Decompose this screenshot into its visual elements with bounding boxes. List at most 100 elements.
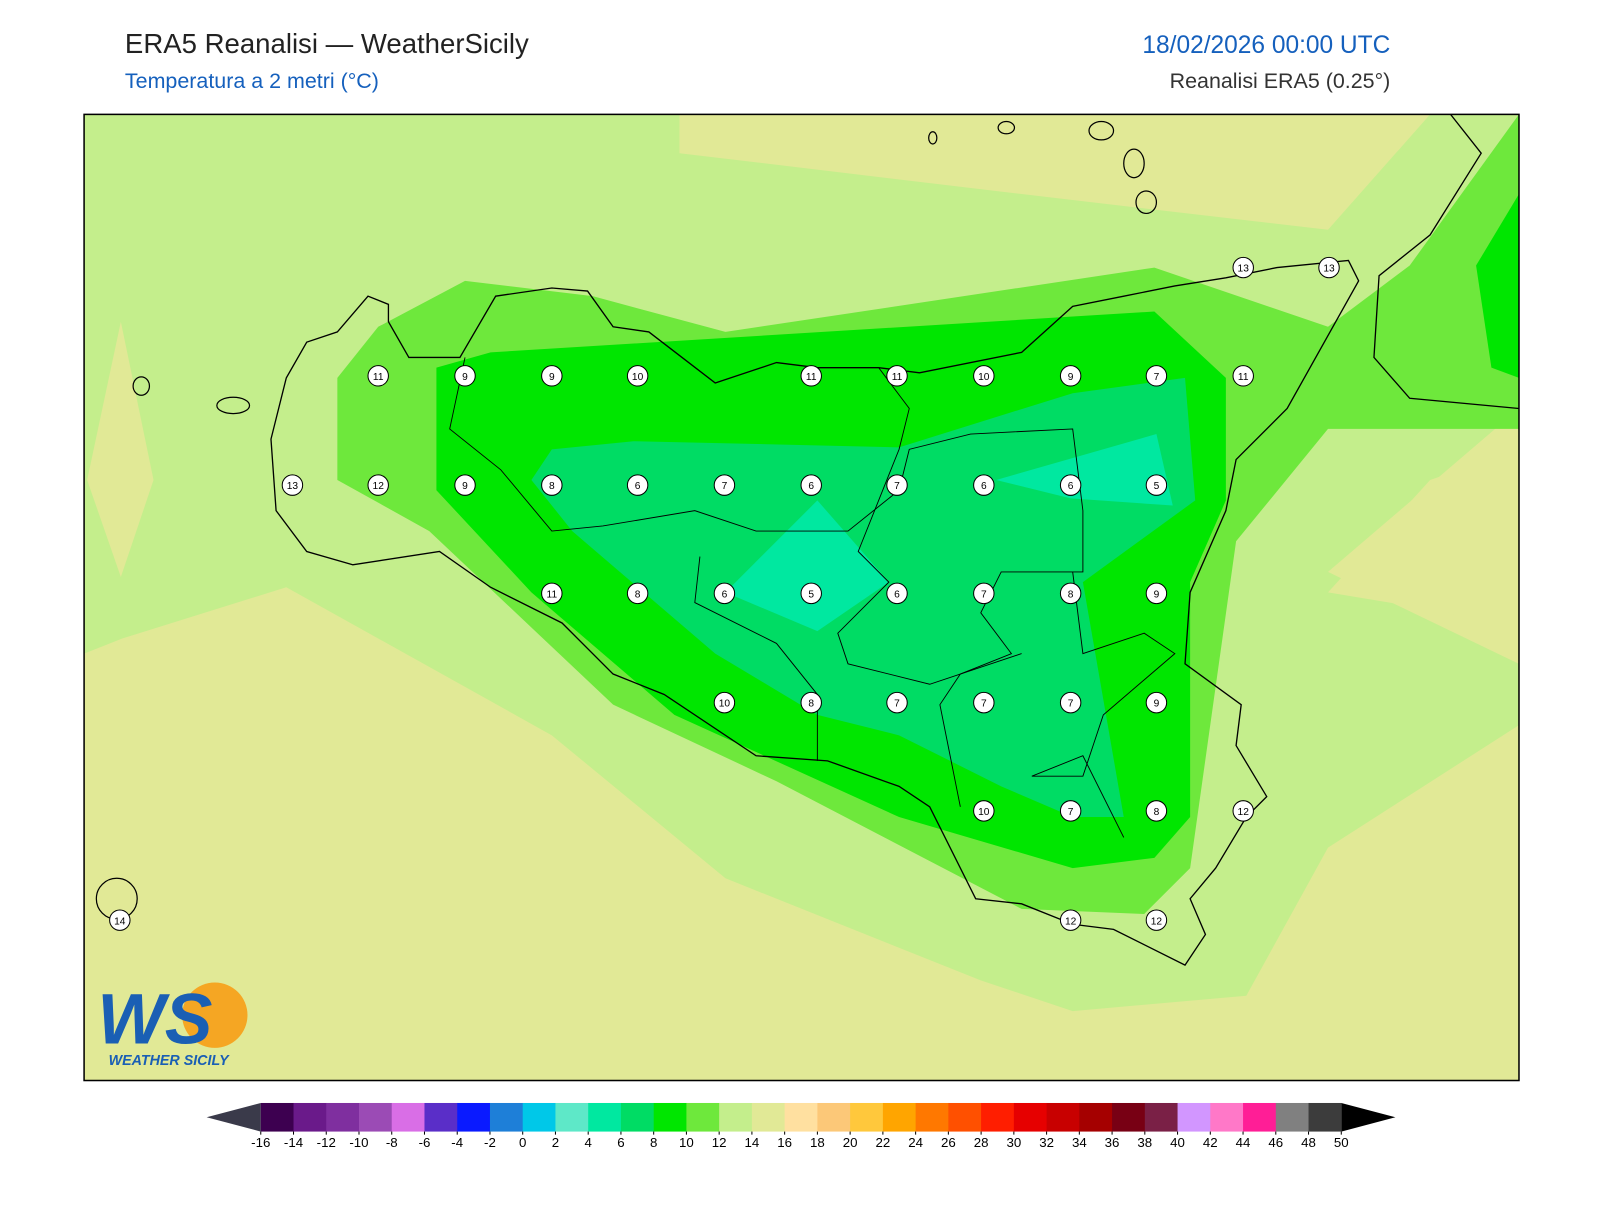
station-value: 7 [894,699,900,710]
station-value: 7 [1068,699,1074,710]
station-value: 9 [1154,699,1160,710]
station-value: 12 [1151,916,1163,927]
station-marker [800,474,822,496]
station-marker [973,582,995,605]
station-marker [1232,365,1254,387]
station-marker [367,474,389,496]
colorbar-segment [424,1102,458,1132]
station-marker [1232,800,1254,822]
station-value: 10 [719,699,731,710]
station-marker [1145,474,1168,496]
colorbar-segment [850,1102,884,1132]
colorbar-segment [981,1102,1015,1132]
datetime: 18/02/2026 00:00 UTC [1142,32,1390,59]
colorbar-tick-label: 8 [650,1135,657,1150]
colorbar-segment [882,1102,917,1132]
colorbar-under [206,1102,261,1132]
station-value: 6 [1068,481,1074,492]
coastline [1373,114,1519,410]
colorbar-tick-label: -10 [349,1135,368,1150]
station-value: 12 [1238,807,1250,818]
colorbar-tick-label: 30 [1006,1135,1021,1150]
station-marker [1318,256,1340,279]
field-14 [87,321,154,578]
station-marker [1145,365,1168,387]
colorbar-tick-label: 18 [810,1135,825,1150]
station-value: 11 [547,589,558,600]
colorbar-tick-label: 42 [1203,1135,1218,1150]
station-value: 9 [462,481,468,492]
colorbar-segment [817,1102,851,1132]
station-value: 9 [1068,372,1074,383]
station-marker [886,365,908,387]
title: ERA5 Reanalisi — WeatherSicily [125,28,529,59]
station-value: 8 [635,589,641,600]
station-marker [886,582,908,605]
field-4 [996,434,1173,506]
colorbar-tick-label: 6 [617,1135,624,1150]
logo-mark: WS [97,980,212,1060]
colorbar-tick-label: 4 [584,1135,591,1150]
colorbar-tick-label: 48 [1301,1135,1316,1150]
colorbar-segment [391,1102,425,1132]
colorbar-tick-label: 32 [1039,1135,1054,1150]
colorbar-tick-label: 36 [1105,1135,1120,1150]
station-value: 10 [978,372,990,383]
colorbar-segment [457,1102,491,1132]
colorbar-segment [1079,1102,1113,1132]
region-border [449,357,1084,807]
station-marker [1059,691,1082,714]
colorbar-segment [1177,1102,1211,1132]
colorbar-segment [358,1102,393,1132]
station-marker [800,691,822,714]
map-frame [83,113,1520,1082]
field-8 [1476,194,1519,378]
station-marker [1059,800,1082,822]
station-marker [454,474,476,496]
colorbar-segment [489,1102,524,1132]
colorbar-segment [1275,1102,1310,1132]
colorbar-segment [1144,1102,1179,1132]
station-marker [626,582,649,605]
station-marker [454,365,476,387]
colorbar-segment [326,1102,360,1132]
colorbar-segment [751,1102,786,1132]
station-marker [800,582,822,605]
station-value: 9 [549,372,555,383]
colorbar-tick-label: 24 [908,1135,923,1150]
subtitle: Temperatura a 2 metri (°C) [125,69,379,93]
stations: 13 13 11 9 9 10 11 11 10 9 7 11 13 12 9 8 6 7 6 7 6 6 5 11 8 6 5 6 7… [109,256,1340,931]
colorbar-segment [1046,1102,1080,1132]
colorbar-tick-label: 50 [1334,1135,1349,1150]
station-marker [1059,582,1082,605]
colorbar-tick-label: -6 [419,1135,431,1150]
colorbar-tick-label: 22 [875,1135,890,1150]
station-value: 5 [808,589,814,600]
station-marker [713,474,736,496]
colorbar-segment [1243,1102,1277,1132]
station-value: 10 [632,372,644,383]
colorbar-segment [555,1102,589,1132]
station-value: 13 [1323,264,1335,275]
colorbar-segment [948,1102,982,1132]
region-border [694,556,818,761]
colorbar-segment [588,1102,622,1132]
colorbar-segment [620,1102,655,1132]
station-marker [973,365,995,387]
colorbar-tick-label: 12 [712,1135,727,1150]
station-marker [1145,691,1168,714]
colorbar-tick-label: 14 [745,1135,760,1150]
colorbar-tick-label: 28 [974,1135,989,1150]
field-14 [1328,449,1519,654]
station-value: 8 [1068,589,1074,600]
station-value: 8 [1154,807,1160,818]
station-marker [1232,256,1254,279]
station-marker [109,909,131,931]
station-marker [281,474,304,496]
station-value: 7 [981,699,987,710]
station-value: 7 [1154,372,1160,383]
station-value: 6 [635,481,641,492]
station-marker [713,691,736,714]
coastline [270,259,1360,966]
